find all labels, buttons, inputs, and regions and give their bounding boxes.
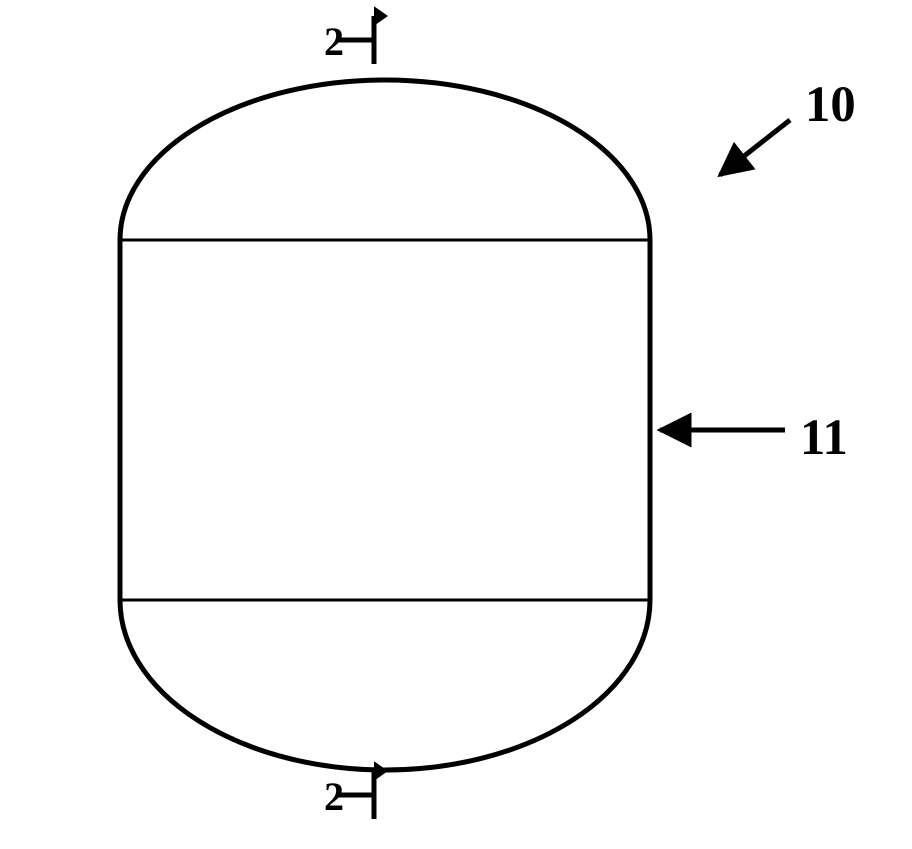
- section-mark-top: [338, 6, 388, 64]
- figure-root: 10 11 2 2: [0, 0, 912, 849]
- section-label-top: 2: [324, 18, 344, 65]
- callout-label-10: 10: [805, 75, 856, 133]
- callout-label-11: 11: [800, 408, 848, 466]
- section-label-bottom: 2: [324, 773, 344, 820]
- vessel-svg: [0, 0, 912, 849]
- vessel-outline: [120, 80, 650, 770]
- callout-arrow-10: [720, 120, 790, 175]
